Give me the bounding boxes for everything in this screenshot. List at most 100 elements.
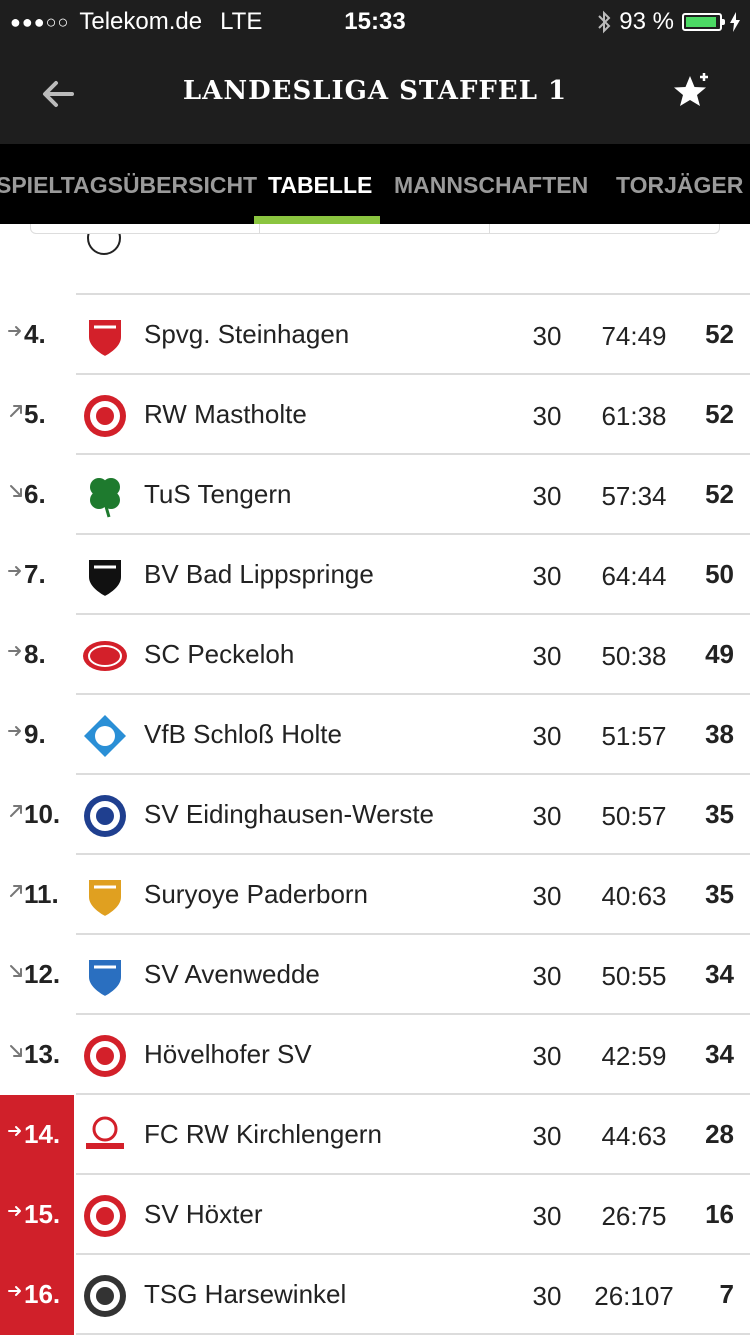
row-divider <box>76 613 750 615</box>
points: 50 <box>705 559 734 589</box>
points: 52 <box>705 479 734 509</box>
row-divider <box>76 293 750 295</box>
tab-tabelle[interactable]: TABELLE <box>268 172 373 198</box>
team-name: VfB Schloß Holte <box>144 719 342 749</box>
row-divider <box>76 453 750 455</box>
back-arrow-icon[interactable] <box>38 74 78 114</box>
table-row[interactable]: 16. TSG Harsewinkel 30 26:107 7 <box>0 1255 750 1335</box>
goal-difference: 51:57 <box>601 721 667 751</box>
games-played: 30 <box>532 641 562 671</box>
rank-number: 6. <box>24 479 46 509</box>
team-name: FC RW Kirchlengern <box>144 1119 382 1149</box>
status-bar: ●●●○○ Telekom.de LTE 15:33 93 % <box>0 0 750 44</box>
games-played: 30 <box>532 1281 562 1311</box>
battery-icon <box>682 13 725 31</box>
team-crest-icon <box>84 395 126 437</box>
rank-number: 16. <box>24 1279 61 1309</box>
table-row[interactable]: 13. Hövelhofer SV 30 42:59 34 <box>0 1015 750 1095</box>
trend-up-icon <box>10 885 22 897</box>
games-played: 30 <box>532 1201 562 1231</box>
rank-number: 14. <box>24 1119 61 1149</box>
rank-number: 11. <box>24 879 59 909</box>
games-played: 30 <box>532 561 562 591</box>
games-played: 30 <box>532 801 562 831</box>
rank-number: 12. <box>24 959 61 989</box>
table-row[interactable]: 15. SV Höxter 30 26:75 16 <box>0 1175 750 1255</box>
goal-difference: 64:44 <box>601 561 667 591</box>
trend-same-icon <box>8 646 21 656</box>
team-name: Suryoye Paderborn <box>144 879 369 909</box>
table-row[interactable]: 9. VfB Schloß Holte 30 51:57 38 <box>0 695 750 775</box>
nav-bar: LANDESLIGA STAFFEL 1 <box>0 44 750 144</box>
rank-cell <box>0 1175 74 1255</box>
signal-strength-icon: ●●●○○ <box>10 11 70 32</box>
table-row[interactable]: 4. Spvg. Steinhagen 30 74:49 52 <box>0 295 750 375</box>
active-tab-indicator <box>254 216 380 224</box>
filter-segment-control[interactable] <box>30 224 720 234</box>
team-name: TuS Tengern <box>144 479 292 509</box>
goal-difference: 50:57 <box>601 801 667 831</box>
tab-mannschaften[interactable]: MANNSCHAFTEN <box>394 172 589 198</box>
tab-spieltagsuebersicht[interactable]: SPIELTAGSÜBERSICHT <box>0 172 258 198</box>
row-divider <box>76 933 750 935</box>
row-divider <box>76 1253 750 1255</box>
table-row[interactable]: 7. BV Bad Lippspringe 30 64:44 50 <box>0 535 750 615</box>
points: 34 <box>705 959 734 989</box>
table-row[interactable]: 8. SC Peckeloh 30 50:38 49 <box>0 615 750 695</box>
team-name: SV Avenwedde <box>144 959 320 989</box>
row-divider <box>76 1093 750 1095</box>
goal-difference: 44:63 <box>601 1121 667 1151</box>
trend-down-icon <box>10 485 22 497</box>
row-divider <box>76 773 750 775</box>
trend-same-icon <box>8 566 21 576</box>
table-row[interactable]: 11. Suryoye Paderborn 30 40:63 35 <box>0 855 750 935</box>
rank-number: 4. <box>24 319 46 349</box>
trend-same-icon <box>8 1286 21 1296</box>
favorite-star-icon[interactable] <box>670 70 714 114</box>
team-crest-icon <box>87 558 123 599</box>
team-crest-icon <box>87 878 123 919</box>
points: 49 <box>705 639 734 669</box>
row-divider <box>76 1013 750 1015</box>
row-divider <box>76 373 750 375</box>
team-crest-icon <box>87 958 123 999</box>
goal-difference: 61:38 <box>601 401 667 431</box>
table-row[interactable]: 12. SV Avenwedde 30 50:55 34 <box>0 935 750 1015</box>
goal-difference: 26:107 <box>594 1281 674 1311</box>
points: 16 <box>705 1199 734 1229</box>
goal-difference: 42:59 <box>601 1041 667 1071</box>
team-name: SV Höxter <box>144 1199 263 1229</box>
games-played: 30 <box>532 321 562 351</box>
rank-number: 10. <box>24 799 61 829</box>
row-divider <box>76 693 750 695</box>
points: 35 <box>705 799 734 829</box>
trend-same-icon <box>8 1126 21 1136</box>
row-divider <box>76 1173 750 1175</box>
team-name: SV Eidinghausen-Werste <box>144 799 435 829</box>
team-name: TSG Harsewinkel <box>144 1279 347 1309</box>
table-row[interactable]: 14. FC RW Kirchlengern 30 44:63 28 <box>0 1095 750 1175</box>
charging-icon <box>730 12 740 32</box>
table-row[interactable]: 5. RW Mastholte 30 61:38 52 <box>0 375 750 455</box>
tab-bar: SPIELTAGSÜBERSICHT TABELLE MANNSCHAFTEN … <box>0 144 750 224</box>
table-row[interactable]: 10. SV Eidinghausen-Werste 30 50:57 35 <box>0 775 750 855</box>
goal-difference: 50:38 <box>601 641 667 671</box>
carrier-name: Telekom.de <box>79 8 203 35</box>
rank-cell <box>0 1255 74 1335</box>
goal-difference: 26:75 <box>601 1201 667 1231</box>
goal-difference: 74:49 <box>601 321 667 351</box>
page-title: LANDESLIGA STAFFEL 1 <box>182 76 568 106</box>
trend-up-icon <box>10 805 22 817</box>
table-row[interactable]: 6. TuS Tengern 30 57:34 52 <box>0 455 750 535</box>
team-crest-icon <box>84 795 126 837</box>
points: 7 <box>719 1279 734 1309</box>
points: 35 <box>705 879 734 909</box>
row-divider <box>76 853 750 855</box>
team-crest-icon <box>84 1035 126 1077</box>
rank-number: 9. <box>24 719 46 749</box>
games-played: 30 <box>532 481 562 511</box>
tab-torjaeger[interactable]: TORJÄGER <box>616 172 744 198</box>
trend-same-icon <box>8 1206 21 1216</box>
team-crest-icon <box>84 1195 126 1237</box>
clock: 15:33 <box>344 8 406 35</box>
